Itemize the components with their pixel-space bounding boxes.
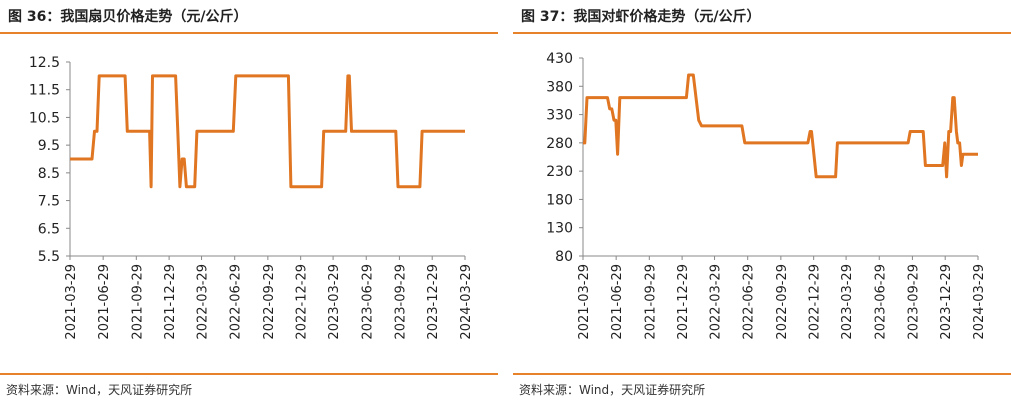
y-tick-label: 7.5 bbox=[38, 194, 60, 210]
x-tick-label: 2023-06-29 bbox=[873, 264, 888, 340]
x-tick-label: 2023-12-29 bbox=[939, 264, 954, 340]
y-tick-label: 6.5 bbox=[38, 221, 60, 237]
x-tick-label: 2024-03-29 bbox=[459, 264, 474, 340]
x-tick-label: 2022-06-29 bbox=[742, 264, 757, 340]
figure-title: 图 37：我国对虾价格走势（元/公斤） bbox=[521, 9, 761, 25]
price-series-line bbox=[583, 73, 978, 179]
x-tick-label: 2022-06-29 bbox=[229, 264, 244, 340]
x-tick-label: 2021-09-29 bbox=[643, 264, 658, 340]
source-divider bbox=[513, 373, 1011, 375]
title-divider bbox=[513, 32, 1011, 34]
x-tick-label: 2024-03-29 bbox=[972, 264, 987, 340]
x-tick-label: 2023-06-29 bbox=[360, 264, 375, 340]
x-tick-label: 2023-03-29 bbox=[327, 264, 342, 340]
title-divider bbox=[0, 32, 498, 34]
x-tick-label: 2021-03-29 bbox=[64, 264, 79, 340]
y-tick-label: 8.5 bbox=[38, 166, 60, 182]
x-tick-label: 2021-09-29 bbox=[130, 264, 145, 340]
y-tick-label: 10.5 bbox=[29, 110, 60, 126]
x-tick-label: 2022-12-29 bbox=[808, 264, 823, 340]
x-tick-label: 2023-09-29 bbox=[906, 264, 921, 340]
figure-title: 图 36：我国扇贝价格走势（元/公斤） bbox=[8, 9, 248, 25]
x-tick-label: 2021-12-29 bbox=[163, 264, 178, 340]
source-note: 资料来源：Wind，天风证券研究所 bbox=[6, 383, 193, 397]
x-tick-label: 2023-12-29 bbox=[426, 264, 441, 340]
y-tick-label: 430 bbox=[546, 51, 573, 67]
chart-panel-scallop: 图 36：我国扇贝价格走势（元/公斤） 12.5 11.5 10.5 9.5 8.5 7.… bbox=[0, 0, 498, 404]
y-tick-label: 130 bbox=[546, 221, 573, 237]
x-tick-label: 2023-09-29 bbox=[393, 264, 408, 340]
x-tick-label: 2023-03-29 bbox=[840, 264, 855, 340]
y-tick-label: 380 bbox=[546, 79, 573, 95]
x-tick-label: 2021-12-29 bbox=[676, 264, 691, 340]
y-tick-label: 280 bbox=[546, 136, 573, 152]
y-tick-label: 230 bbox=[546, 164, 573, 180]
y-tick-label: 5.5 bbox=[38, 249, 60, 265]
x-tick-label: 2022-12-29 bbox=[295, 264, 310, 340]
x-tick-label: 2021-06-29 bbox=[610, 264, 625, 340]
x-tick-label: 2022-09-29 bbox=[262, 264, 277, 340]
x-tick-label: 2022-09-29 bbox=[775, 264, 790, 340]
y-tick-label: 12.5 bbox=[29, 55, 60, 71]
x-tick-label: 2021-06-29 bbox=[97, 264, 112, 340]
source-note: 资料来源：Wind，天风证券研究所 bbox=[519, 383, 706, 397]
chart-panel-shrimp: 图 37：我国对虾价格走势（元/公斤） 430 380 330 280 230 180 13… bbox=[513, 0, 1011, 404]
source-divider bbox=[0, 373, 498, 375]
x-tick-label: 2021-03-29 bbox=[577, 264, 592, 340]
y-tick-label: 11.5 bbox=[29, 83, 60, 99]
y-tick-label: 80 bbox=[555, 249, 573, 265]
x-tick-label: 2022-03-29 bbox=[196, 264, 211, 340]
y-tick-label: 180 bbox=[546, 192, 573, 208]
scallop-price-chart: 12.5 11.5 10.5 9.5 8.5 7.5 6.5 5.5 2021-03-29 202… bbox=[29, 55, 474, 340]
y-tick-label: 9.5 bbox=[38, 138, 60, 154]
y-tick-label: 330 bbox=[546, 108, 573, 124]
price-series-line bbox=[70, 74, 465, 189]
shrimp-price-chart: 430 380 330 280 230 180 130 80 2021-03-29 2021-06… bbox=[546, 51, 987, 340]
x-tick-label: 2022-03-29 bbox=[709, 264, 724, 340]
